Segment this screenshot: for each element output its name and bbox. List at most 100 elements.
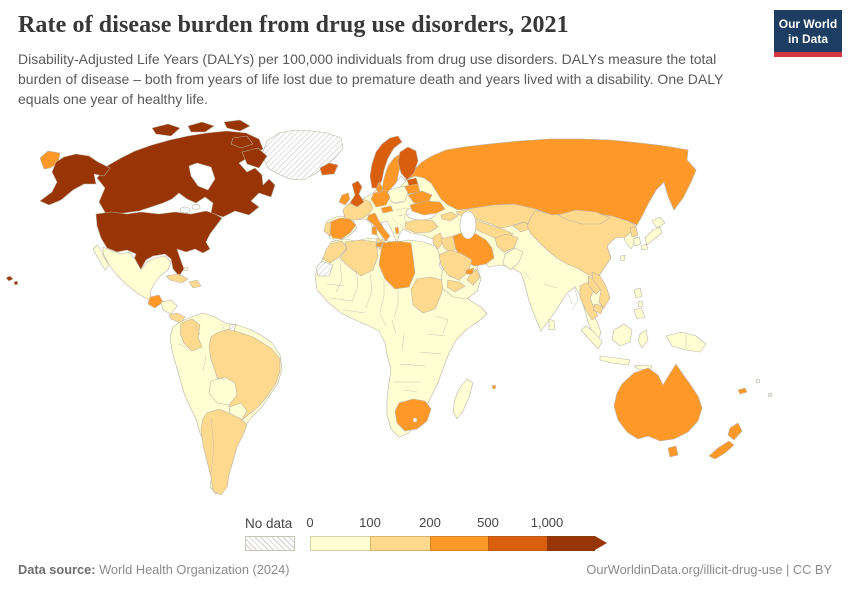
map-region-china[interactable] [526, 209, 637, 279]
page-title: Rate of disease burden from drug use dis… [18, 12, 569, 38]
map-region-vietnam[interactable] [591, 271, 611, 309]
chart-subtitle: Disability-Adjusted Life Years (DALYs) p… [18, 51, 724, 107]
map-region-ireland[interactable] [338, 192, 351, 206]
map-region-canada[interactable] [96, 130, 276, 218]
map-region-norway[interactable] [369, 135, 403, 189]
map-region-ukraine[interactable] [409, 200, 446, 216]
map-region-oman[interactable] [466, 268, 481, 286]
map-region-guatemala[interactable] [147, 294, 164, 309]
no-data-label: No data [245, 516, 293, 531]
world-map-svg [5, 119, 773, 496]
map-region-russia[interactable] [405, 138, 697, 226]
map-region-germany[interactable] [370, 189, 391, 208]
data-source-text: World Health Organization (2024) [95, 562, 290, 577]
hudson-bay [188, 162, 216, 191]
map-region-mexico[interactable] [92, 244, 172, 301]
great-lakes-east [191, 204, 201, 210]
map-region-levant[interactable] [432, 232, 445, 250]
asia-borders [448, 270, 579, 311]
chart-footer: Data source: World Health Organization (… [18, 562, 832, 577]
map-region-spain[interactable] [326, 217, 357, 240]
map-region-belarus[interactable] [407, 190, 433, 204]
map-region-cambodia[interactable] [592, 303, 604, 315]
legend-segment-500-1000[interactable] [488, 536, 547, 551]
legend-tick-label: 1,000 [530, 515, 564, 530]
map-region-sri-lanka[interactable] [548, 318, 556, 331]
map-region-north-korea[interactable] [629, 226, 639, 238]
map-region-french-guiana[interactable] [228, 323, 237, 332]
map-region-pakistan[interactable] [502, 247, 524, 271]
map-region-france[interactable] [342, 198, 374, 221]
map-region-bahamas[interactable] [183, 266, 189, 272]
map-region-iceland[interactable] [319, 162, 339, 176]
owid-logo-line1: Our World [778, 17, 838, 31]
map-region-bolivia[interactable] [208, 376, 238, 406]
map-region-argentina-chile[interactable] [200, 408, 248, 496]
map-region-philippines[interactable] [633, 287, 646, 320]
legend-segment-200-500[interactable] [430, 536, 488, 551]
map-region-united-states[interactable] [95, 210, 223, 277]
map-region-mauritius[interactable] [491, 384, 497, 390]
legend-tick-label: 500 [477, 515, 499, 530]
map-region-afghanistan[interactable] [494, 233, 519, 253]
map-region-costa-rica-panama[interactable] [168, 312, 186, 324]
africa-borders [325, 263, 449, 393]
data-source-label: Data source: [18, 562, 96, 577]
map-region-uae[interactable] [465, 267, 475, 275]
map-region-pacific-islands[interactable] [755, 378, 773, 398]
map-region-hawaii[interactable] [5, 275, 19, 286]
legend-tick-label: 200 [419, 515, 441, 530]
legend-tick-label: 100 [359, 515, 381, 530]
legend-arrow-cap [595, 536, 607, 550]
map-region-denmark[interactable] [375, 181, 384, 195]
legend-tick-label: 0 [306, 515, 314, 530]
legend-segment-0-100[interactable] [310, 536, 370, 551]
map-region-madagascar[interactable] [452, 378, 474, 420]
map-region-indonesia[interactable] [580, 323, 653, 371]
map-region-cuba[interactable] [165, 273, 189, 284]
map-region-mongolia[interactable] [557, 209, 611, 225]
legend-segment-100-200[interactable] [370, 536, 430, 551]
map-region-tasmania[interactable] [667, 445, 679, 458]
map-region-yemen[interactable] [446, 279, 466, 293]
map-region-canada-arctic-islands[interactable] [151, 119, 268, 169]
map-region-sicily[interactable] [375, 241, 384, 248]
map-region-algeria[interactable] [339, 239, 379, 277]
world-map [0, 118, 850, 518]
map-region-alaska[interactable] [39, 153, 111, 206]
legend-color-bar [310, 536, 595, 551]
map-region-morocco[interactable] [322, 240, 348, 264]
no-data-swatch[interactable] [245, 536, 295, 551]
map-region-libya[interactable] [378, 240, 416, 290]
map-region-taiwan[interactable] [619, 254, 626, 262]
europe-borders [391, 201, 411, 231]
map-region-italy[interactable] [366, 212, 391, 242]
map-region-sudan[interactable] [410, 276, 446, 314]
map-region-south-africa[interactable] [394, 398, 432, 432]
data-source-note: Data source: World Health Organization (… [18, 562, 289, 577]
map-region-austria[interactable] [380, 205, 394, 214]
map-region-caucasus[interactable] [440, 211, 459, 222]
map-region-finland[interactable] [397, 146, 419, 181]
owid-logo[interactable]: Our World in Data [774, 10, 842, 57]
map-region-new-caledonia[interactable] [737, 387, 748, 395]
map-region-australia[interactable] [613, 363, 703, 442]
south-america-borders [177, 323, 227, 475]
map-region-western-sahara[interactable] [315, 260, 334, 277]
map-region-south-korea[interactable] [632, 236, 642, 247]
owid-logo-line2: in Data [787, 32, 828, 46]
map-region-lesotho[interactable] [412, 417, 418, 423]
map-region-united-kingdom[interactable] [349, 180, 365, 208]
license-link[interactable]: OurWorldinData.org/illicit-drug-use | CC… [586, 562, 832, 577]
map-region-colombia[interactable] [179, 318, 203, 352]
map-region-sardinia[interactable] [371, 225, 378, 236]
map-region-albania[interactable] [394, 226, 400, 235]
legend-segment-1000+[interactable] [547, 536, 595, 551]
map-region-new-zealand[interactable] [708, 422, 743, 460]
map-legend: No data 0 100 200 500 1,000 [0, 514, 850, 556]
map-region-portugal[interactable] [323, 221, 332, 237]
map-region-japan[interactable] [640, 216, 666, 251]
map-region-hispaniola[interactable] [188, 279, 202, 289]
map-region-central-america[interactable] [160, 299, 178, 315]
